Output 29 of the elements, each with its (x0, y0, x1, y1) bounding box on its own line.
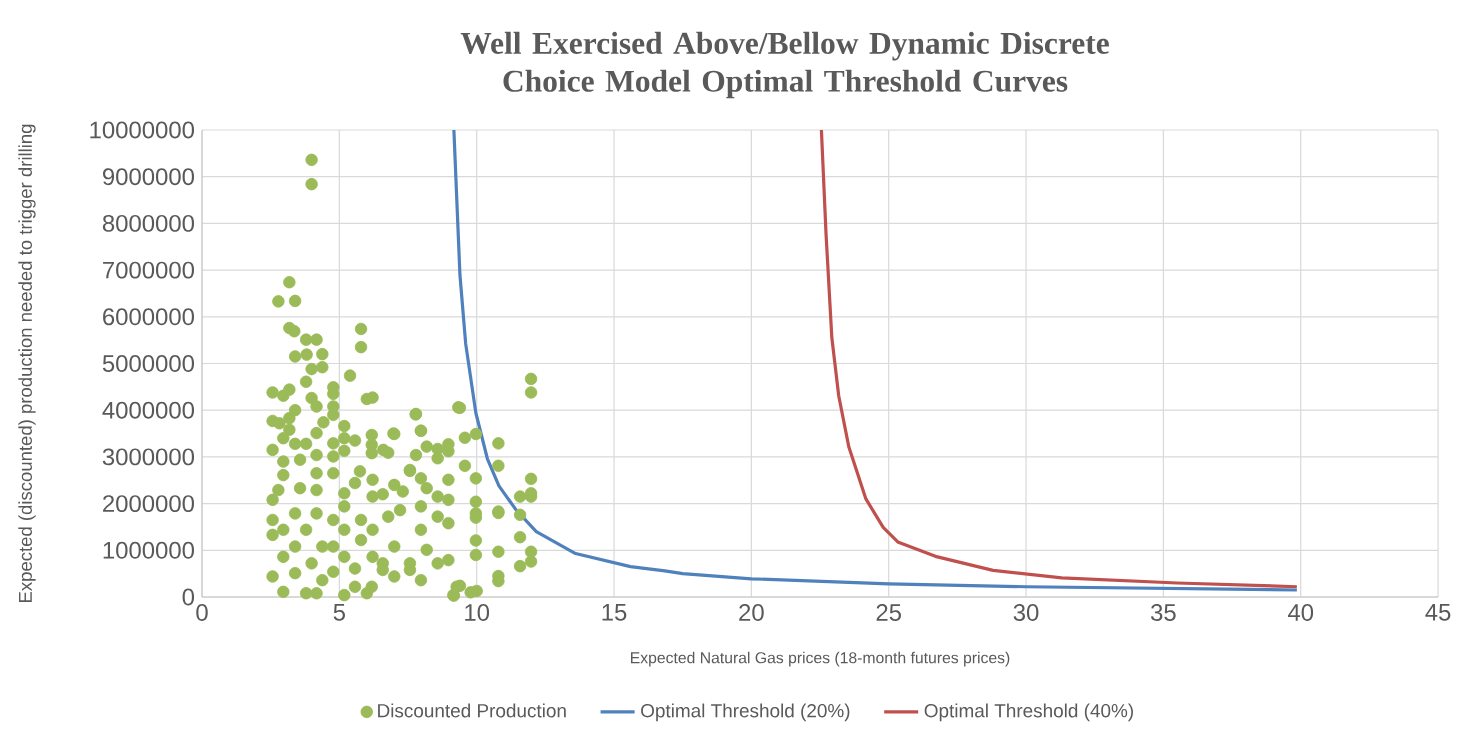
x-tick-label: 0 (196, 604, 208, 621)
x-tick-label: 5 (333, 604, 345, 621)
line-series (452, 129, 1299, 592)
x-tick-label: 35 (1150, 604, 1176, 621)
x-tick-label: 45 (1425, 604, 1451, 621)
legend-label: Optimal Threshold (40%) (924, 703, 1133, 722)
y-tick-label: 4000000 (102, 401, 195, 419)
x-tick-label: 10 (465, 604, 490, 621)
y-tick-label: 5000000 (102, 355, 195, 372)
y-tick-label: 9000000 (103, 168, 195, 186)
y-tick-label: 2000000 (103, 495, 195, 513)
line-series (819, 129, 1299, 589)
x-axis-title: Expected Natural Gas prices (18-month futures prices) (631, 651, 1010, 667)
chart-title: Well Exercised Above/Bellow Dynamic Discrete Choice Model Optimal Threshold Curves (460, 31, 1109, 99)
y-tick-label: 7000000 (103, 261, 195, 279)
y-tick-label: 3000000 (102, 448, 195, 466)
legend-label: Discounted Production (378, 703, 566, 718)
y-tick-label: 0 (182, 588, 195, 606)
x-tick-label: 30 (1013, 604, 1039, 621)
x-tick-label: 20 (739, 604, 764, 621)
y-tick-label: 10000000 (90, 121, 195, 139)
y-tick-label: 1000000 (103, 541, 195, 559)
y-tick-label: 8000000 (102, 214, 195, 232)
x-tick-label: 15 (602, 604, 627, 621)
legend-label: Optimal Threshold (20%) (641, 703, 850, 722)
y-tick-label: 6000000 (103, 308, 195, 326)
x-tick-label: 25 (876, 604, 901, 621)
y-axis-title: Expected (discounted) production needed to trigger drilling (18, 124, 36, 602)
x-tick-label: 40 (1287, 604, 1314, 621)
